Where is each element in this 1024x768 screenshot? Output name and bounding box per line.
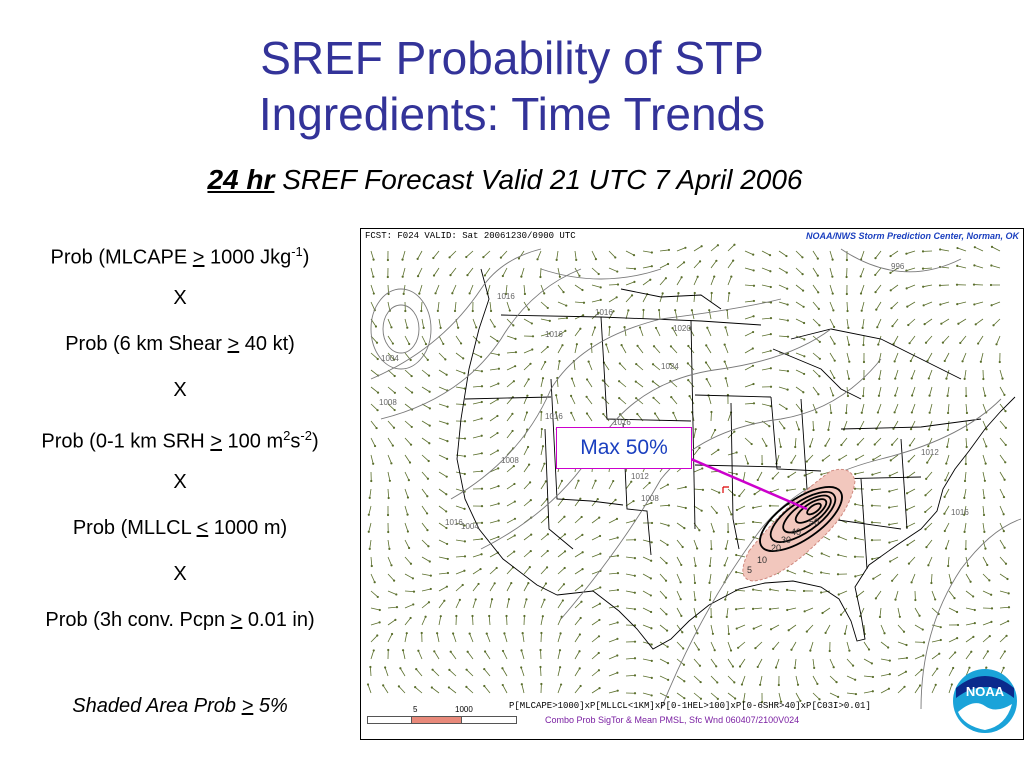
shaded-note-text: Shaded Area Prob <box>72 695 242 717</box>
shaded-note-text: 5% <box>253 695 288 717</box>
max-probability-callout: Max 50% <box>556 427 692 469</box>
callout-pointer <box>690 457 808 511</box>
noaa-logo: NOAA <box>953 669 1017 733</box>
probability-shading <box>722 468 856 582</box>
page-title: SREF Probability of STP Ingredients: Tim… <box>0 30 1024 142</box>
ingredient-operator: < <box>196 517 209 539</box>
map-caption: Combo Prob SigTor & Mean PMSL, Sfc Wnd 0… <box>545 715 800 725</box>
isobar-label: 1004 <box>461 522 479 531</box>
isobar-label: 1016 <box>613 418 631 427</box>
isobar-labels: 1016101610041008102410201016100810121008… <box>379 262 969 531</box>
isobar-label: 1016 <box>545 412 563 421</box>
geographic-outlines <box>456 268 1016 650</box>
isobar-label: 1012 <box>631 472 649 481</box>
color-scale: 5 1000 <box>367 705 517 727</box>
scale-label-5: 5 <box>413 705 418 714</box>
isobar-label: 1016 <box>445 518 463 527</box>
isobar-label: 1016 <box>545 330 563 339</box>
probability-label: 40 <box>791 527 801 537</box>
probability-label: 30 <box>781 535 791 545</box>
isobar-label: 1016 <box>951 508 969 517</box>
ingredient-superscript: -2 <box>300 428 312 443</box>
ingredient-superscript: 2 <box>283 428 291 443</box>
forecast-subtitle: 24 hr SREF Forecast Valid 21 UTC 7 April… <box>0 164 1010 196</box>
ingredient-text: Prob (6 km Shear <box>65 333 228 355</box>
ingredient-item: Prob (0-1 km SRH > 100 m2s-2) <box>0 420 360 466</box>
ingredient-text: ) <box>302 246 310 269</box>
probability-label: 50 <box>809 517 819 527</box>
noaa-logo-text: NOAA <box>966 684 1005 699</box>
title-line-1: SREF Probability of STP <box>260 32 764 84</box>
forecast-valid-text: SREF Forecast Valid 21 UTC 7 April 2006 <box>282 164 803 195</box>
multiply-separator: X <box>173 471 187 493</box>
ingredient-text: s <box>290 430 301 453</box>
ingredient-text: Prob (3h conv. Pcpn <box>45 609 231 631</box>
map-canvas: 1016101610041008102410201016100810121008… <box>366 243 1022 710</box>
probability-label: 20 <box>771 543 781 553</box>
ingredient-item: Prob (MLLCL < 1000 m) <box>0 512 360 558</box>
multiply-separator: X <box>173 379 187 401</box>
ingredient-text: ) <box>311 430 319 453</box>
forecast-map: FCST: F024 VALID: Sat 20061230/0900 UTC … <box>360 228 1024 740</box>
forecast-hour: 24 hr <box>207 164 275 195</box>
multiply-separator: X <box>173 287 187 309</box>
ingredient-item: Prob (6 km Shear > 40 kt) <box>0 328 360 374</box>
isobar-label: 1024 <box>661 362 679 371</box>
shaded-note-operator: > <box>241 695 254 717</box>
ingredient-text: 1000 Jkg <box>204 246 292 269</box>
isobar-label: 1008 <box>379 398 397 407</box>
isobar-label: 1012 <box>921 448 939 457</box>
ingredient-text: 0.01 in) <box>242 609 315 631</box>
map-formula: P[MLCAPE>1000]xP[MLLCL<1KM]xP[0-1HEL>100… <box>509 701 871 711</box>
ingredient-text: Prob (MLLCL <box>72 517 197 539</box>
isobar-label: 996 <box>891 262 905 271</box>
ingredient-operator: > <box>210 430 222 453</box>
isobar-label: 1020 <box>673 324 691 333</box>
ingredient-text: Prob (0-1 km SRH <box>41 430 211 453</box>
isobar-label: 1016 <box>595 308 613 317</box>
ingredient-operator: > <box>227 333 240 355</box>
isobar-label: 1016 <box>497 292 515 301</box>
ingredients-list: Prob (MLCAPE > 1000 Jkg-1) X Prob (6 km Sh… <box>0 236 360 736</box>
ingredient-operator: > <box>230 609 243 631</box>
map-valid-header: FCST: F024 VALID: Sat 20061230/0900 UTC <box>365 231 576 241</box>
scale-label-1000: 1000 <box>455 705 473 714</box>
title-line-2: Ingredients: Time Trends <box>258 88 766 140</box>
probability-label: 10 <box>757 555 767 565</box>
ingredient-item: Prob (MLCAPE > 1000 Jkg-1) <box>0 236 360 282</box>
ingredient-item: Prob (3h conv. Pcpn > 0.01 in) <box>0 604 360 650</box>
isobar-label: 1008 <box>641 494 659 503</box>
multiply-separator: X <box>173 563 187 585</box>
scale-segment-blank <box>461 716 517 724</box>
ingredient-text: 100 m <box>222 430 284 453</box>
map-source-header: NOAA/NWS Storm Prediction Center, Norman… <box>805 231 1019 241</box>
isobar-label: 1004 <box>381 354 399 363</box>
isobar-contours <box>370 248 1022 710</box>
ingredient-text: Prob (MLCAPE <box>50 246 193 269</box>
isobar-label: 1008 <box>501 456 519 465</box>
scale-segment-low <box>367 716 413 724</box>
probability-label: 5 <box>747 565 752 575</box>
ingredient-text: 40 kt) <box>239 333 295 355</box>
scale-segment-high <box>411 716 463 724</box>
shaded-area-note: Shaded Area Prob > 5% <box>0 690 360 736</box>
ingredient-superscript: -1 <box>291 244 303 259</box>
ingredient-text: 1000 m) <box>208 517 288 539</box>
ingredient-operator: > <box>192 246 205 269</box>
